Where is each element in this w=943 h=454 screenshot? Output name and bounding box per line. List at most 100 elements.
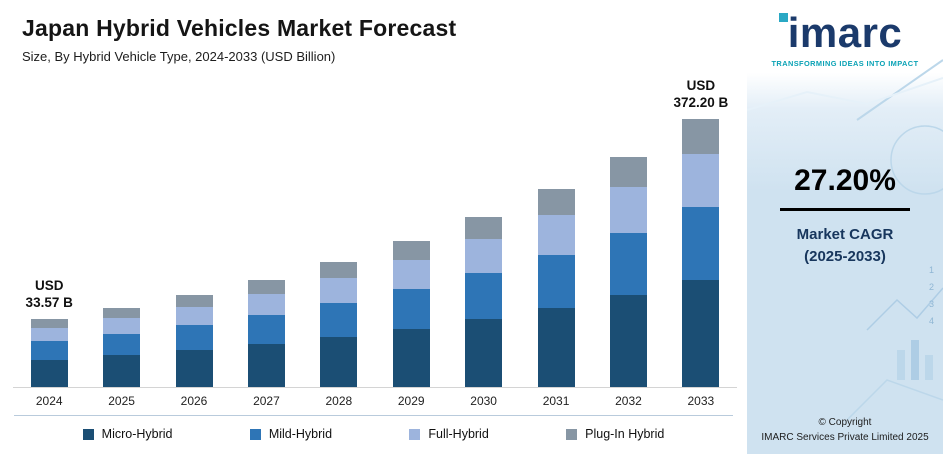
decorative-numbers: 1 2 3 4 xyxy=(929,262,934,330)
legend-swatch-mild-hybrid xyxy=(249,428,261,440)
stacked-bar-2029 xyxy=(392,241,430,387)
bar-segment-full-hybrid xyxy=(320,278,358,304)
page-title: Japan Hybrid Vehicles Market Forecast xyxy=(22,15,457,41)
logo-dot-icon xyxy=(778,13,788,22)
bar-segment-plug-in-hybrid xyxy=(320,261,358,279)
decorative-number: 2 xyxy=(928,282,934,293)
x-axis-label-2029: 2029 xyxy=(397,394,425,408)
bar-segment-micro-hybrid xyxy=(247,344,285,387)
bar-segment-mild-hybrid xyxy=(103,333,141,356)
legend-swatch-plug-in-hybrid xyxy=(566,428,578,440)
bar-segment-full-hybrid xyxy=(609,186,647,233)
cagr-label-line2: (2025-2033) xyxy=(804,247,886,265)
bar-segment-full-hybrid xyxy=(103,318,141,334)
bar-segment-micro-hybrid xyxy=(609,294,647,387)
brand-sidebar: imarc TRANSFORMING IDEAS INTO IMPACT 27.… xyxy=(747,0,943,454)
bar-segment-mild-hybrid xyxy=(392,289,430,329)
page-subtitle: Size, By Hybrid Vehicle Type, 2024-2033 … xyxy=(22,49,336,64)
decorative-number: 3 xyxy=(928,299,934,310)
decorative-graphic xyxy=(747,59,943,421)
bar-segment-full-hybrid xyxy=(392,260,430,290)
stacked-bar-2032 xyxy=(609,156,647,387)
x-axis-label-2031: 2031 xyxy=(542,394,570,408)
bar-column-2029 xyxy=(375,66,447,387)
bar-segment-micro-hybrid xyxy=(392,328,430,387)
bar-segment-plug-in-hybrid xyxy=(537,189,575,216)
bar-segment-micro-hybrid xyxy=(175,350,213,387)
chart-header: Japan Hybrid Vehicles Market Forecast Si… xyxy=(0,0,747,66)
bar-column-2028 xyxy=(303,66,375,387)
legend-item-mild-hybrid: Mild-Hybrid xyxy=(249,427,332,441)
bar-segment-mild-hybrid xyxy=(537,254,575,308)
stacked-bar-2031 xyxy=(537,189,575,387)
decorative-number: 1 xyxy=(928,265,934,275)
legend-swatch-micro-hybrid xyxy=(82,428,94,440)
bar-segment-micro-hybrid xyxy=(103,355,141,387)
logo-text: imarc xyxy=(787,9,903,56)
bar-segment-plug-in-hybrid xyxy=(392,241,430,261)
bar-segment-mild-hybrid xyxy=(247,315,285,345)
bar-segment-full-hybrid xyxy=(175,306,213,326)
bar-segment-micro-hybrid xyxy=(465,319,503,387)
bar-segment-mild-hybrid xyxy=(320,303,358,337)
x-axis-label-2025: 2025 xyxy=(108,394,135,408)
x-axis-label-2030: 2030 xyxy=(470,394,497,408)
bar-segment-plug-in-hybrid xyxy=(465,217,503,240)
bar-column-2030 xyxy=(447,66,519,387)
bar-segment-full-hybrid xyxy=(465,239,503,274)
chart-x-axis: 2024 2025 2026 2027 2028 2029 2030 2031 2032 2033 xyxy=(13,388,737,411)
chart-bars: USD 33.57 B USD 372.20 B xyxy=(13,66,737,388)
legend-label-plug-in-hybrid: Plug-In Hybrid xyxy=(585,427,665,441)
legend-item-plug-in-hybrid: Plug-In Hybrid xyxy=(566,427,664,441)
bar-segment-mild-hybrid xyxy=(465,273,503,320)
legend-swatch-full-hybrid xyxy=(409,428,421,440)
logo-tagline: TRANSFORMING IDEAS INTO IMPACT xyxy=(771,59,919,68)
bar-segment-plug-in-hybrid xyxy=(103,307,141,319)
bar-segment-plug-in-hybrid xyxy=(682,119,720,154)
bar-column-2027 xyxy=(230,66,302,387)
imarc-logo: imarc TRANSFORMING IDEAS INTO IMPACT xyxy=(771,9,919,69)
stacked-bar-2030 xyxy=(465,217,503,387)
bar-segment-micro-hybrid xyxy=(537,307,575,387)
copyright-line2: IMARC Services Private Limited 2025 xyxy=(761,432,929,443)
bar-column-2025 xyxy=(85,66,157,387)
bar-column-2026 xyxy=(158,66,230,387)
bar-column-2031 xyxy=(520,66,592,387)
x-axis-label-2024: 2024 xyxy=(35,394,63,408)
stacked-bar-2024 xyxy=(30,319,68,387)
bar-segment-plug-in-hybrid xyxy=(30,319,68,328)
chart: USD 33.57 B USD 372.20 B 2024 2025 2026 2027 20… xyxy=(0,66,747,411)
legend-item-full-hybrid: Full-Hybrid xyxy=(409,427,489,441)
bar-value-label-2033: USD 372.20 B xyxy=(673,77,729,111)
stacked-bar-2033 xyxy=(682,119,720,387)
bar-segment-full-hybrid xyxy=(682,153,720,208)
chart-legend: Micro-Hybrid Mild-Hybrid Full-Hybrid Plug-I… xyxy=(14,415,733,454)
cagr-label-line1: Market CAGR xyxy=(796,226,894,243)
bar-segment-micro-hybrid xyxy=(682,279,720,387)
cagr-value: 27.20% xyxy=(780,164,910,211)
bar-segment-mild-hybrid xyxy=(175,325,213,351)
stacked-bar-2026 xyxy=(175,294,213,387)
bar-segment-plug-in-hybrid xyxy=(175,294,213,307)
bar-column-2024: USD 33.57 B xyxy=(13,66,85,387)
x-axis-label-2027: 2027 xyxy=(253,394,280,408)
x-axis-label-2028: 2028 xyxy=(325,394,353,408)
bar-segment-mild-hybrid xyxy=(30,341,68,360)
legend-item-micro-hybrid: Micro-Hybrid xyxy=(82,427,173,441)
bar-segment-full-hybrid xyxy=(537,215,575,255)
bar-segment-mild-hybrid xyxy=(682,207,720,280)
bar-segment-full-hybrid xyxy=(30,327,68,342)
stacked-bar-2028 xyxy=(320,261,358,387)
bar-segment-micro-hybrid xyxy=(30,359,68,387)
copyright: © Copyright IMARC Services Private Limit… xyxy=(747,415,943,445)
decorative-number: 4 xyxy=(928,316,934,327)
stacked-bar-2027 xyxy=(247,279,285,387)
legend-label-micro-hybrid: Micro-Hybrid xyxy=(101,427,173,441)
x-axis-label-2032: 2032 xyxy=(615,394,642,408)
cagr-block: 27.20% Market CAGR (2025-2033) xyxy=(780,164,910,268)
bar-column-2033: USD 372.20 B xyxy=(665,66,737,387)
x-axis-label-2026: 2026 xyxy=(180,394,208,408)
bar-segment-micro-hybrid xyxy=(320,336,358,387)
legend-label-full-hybrid: Full-Hybrid xyxy=(428,427,489,441)
